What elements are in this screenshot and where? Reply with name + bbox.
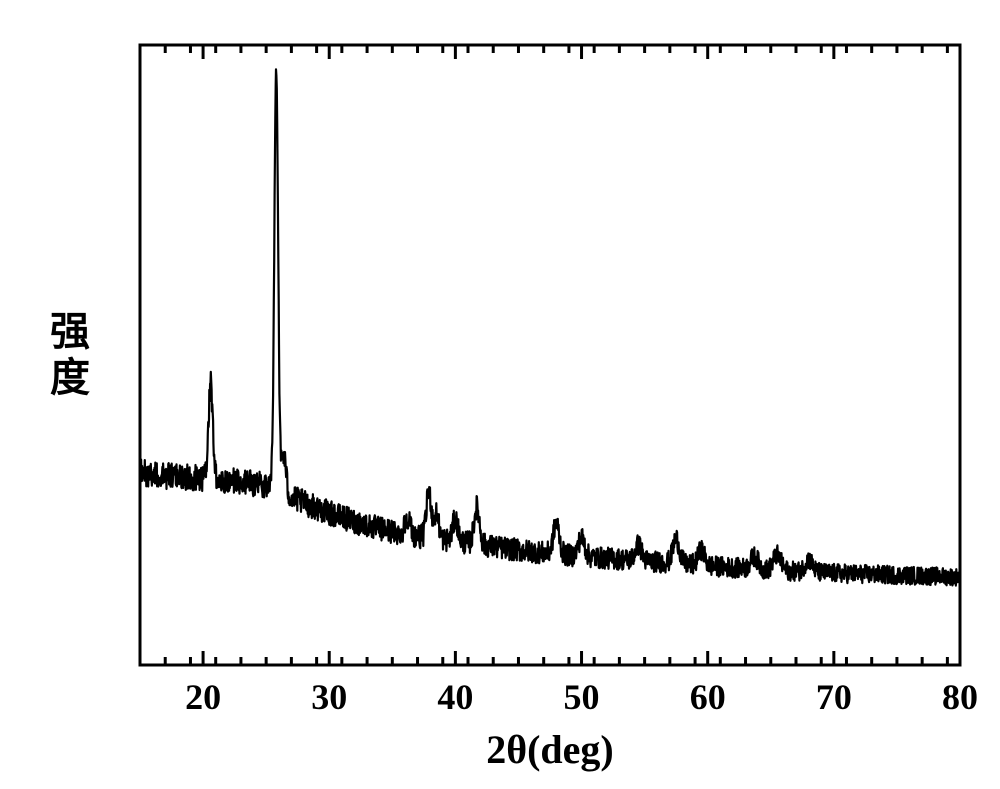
svg-text:强: 强 bbox=[50, 309, 90, 354]
xrd-pattern-line bbox=[140, 69, 960, 585]
x-tick-label: 60 bbox=[690, 677, 726, 717]
x-tick-label: 50 bbox=[564, 677, 600, 717]
x-tick-label: 20 bbox=[185, 677, 221, 717]
x-tick-label: 70 bbox=[816, 677, 852, 717]
x-tick-label: 40 bbox=[437, 677, 473, 717]
x-tick-label: 80 bbox=[942, 677, 978, 717]
y-axis-label: 强度 bbox=[50, 309, 90, 400]
svg-text:度: 度 bbox=[50, 355, 90, 400]
chart-svg: 20 30 40 50 60 70 80 2θ(deg) 强度 bbox=[0, 0, 1000, 789]
xrd-chart: 20 30 40 50 60 70 80 2θ(deg) 强度 bbox=[0, 0, 1000, 789]
x-tick-label: 30 bbox=[311, 677, 347, 717]
x-axis-label: 2θ(deg) bbox=[486, 727, 614, 772]
